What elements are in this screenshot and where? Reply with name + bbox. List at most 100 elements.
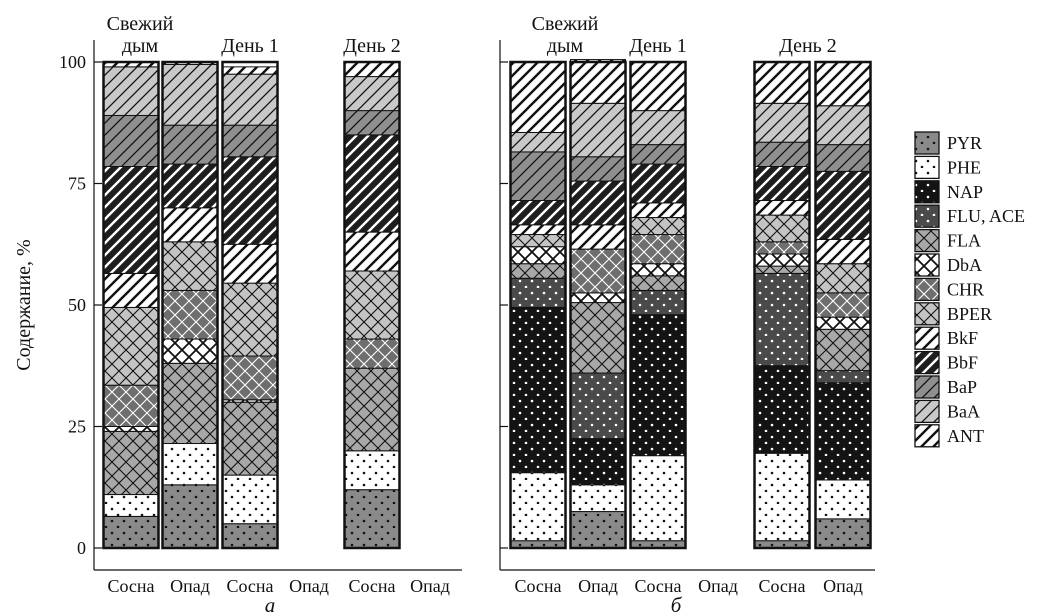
bar-segment-chr (815, 292, 871, 318)
legend-item-bper: BPER (914, 302, 992, 326)
bar-segment-baa (630, 110, 686, 146)
bar-segment-nap (754, 365, 810, 454)
bar-segment-baa (222, 73, 278, 126)
bar-segment-dba (162, 338, 218, 364)
bar-segment-bbf (222, 156, 278, 245)
bar-segment-chr (222, 355, 278, 401)
bar-segment-bbf (344, 134, 400, 233)
x-tick-label: Сосна (634, 576, 681, 596)
legend-label: PYR (947, 133, 982, 153)
legend-swatch (914, 399, 940, 424)
legend-swatch (914, 350, 940, 375)
bar-segment-bper (222, 282, 278, 357)
bar-segment-bper (815, 263, 871, 294)
legend-item-bap: BaP (914, 375, 977, 399)
bar-segment-bbf (103, 165, 159, 274)
bar-segment-bap (103, 114, 159, 167)
bar-segment-phe (630, 455, 686, 542)
bar-segment-ant (815, 61, 871, 107)
group-label: Свежий дым (532, 13, 599, 57)
bar-segment-ant (222, 66, 278, 75)
bar-segment-ant (510, 61, 566, 133)
legend-label: DbA (947, 255, 982, 275)
bar-segment-bper (510, 234, 566, 248)
bar-segment-bkf (815, 238, 871, 265)
group-label: День 2 (779, 35, 837, 57)
x-tick-label: Опад (410, 576, 450, 596)
bar-segment-nap (510, 306, 566, 474)
bar-segment-bkf (103, 272, 159, 308)
legend-swatch (914, 155, 940, 180)
panel-b: Сосна Опад Сосна Опад Сосна Опад Свежий дым День… (499, 13, 875, 616)
group-label: День 2 (343, 35, 401, 57)
bar-segment-dba (754, 253, 810, 267)
bar-segment-baa (510, 131, 566, 153)
bar-segment-pyr (344, 489, 400, 549)
bar-segment-bap (222, 124, 278, 158)
bar-segment-bbf (570, 180, 626, 226)
bar-segment-fla (510, 263, 566, 279)
x-tick-label: Сосна (758, 576, 805, 596)
bar-segment-baa (754, 102, 810, 143)
group-label: День 1 (629, 35, 687, 57)
legend-swatch (914, 228, 940, 253)
legend-item-bkf: BkF (914, 326, 978, 350)
x-tick-label: Сосна (107, 576, 154, 596)
legend-item-fla: FLA (914, 228, 981, 253)
bar-segment-pyr (222, 523, 278, 549)
bar-segment-flu-ace (510, 277, 566, 308)
bar-segment-chr (754, 241, 810, 255)
legend-item-chr: CHR (914, 277, 984, 302)
bar-outline (569, 60, 627, 550)
x-tick-label: Опад (823, 576, 863, 596)
bar-segment-bap (815, 144, 871, 172)
x-tick-label: Опад (170, 576, 210, 596)
legend-swatch (914, 204, 940, 228)
bar-segment-chr (630, 234, 686, 265)
group-label: Свежий дым (107, 13, 174, 57)
legend-swatch (914, 131, 940, 155)
bar-segment-bkf (570, 224, 626, 250)
bar-segment-ant (570, 59, 626, 104)
bar-segment-flu-ace (754, 272, 810, 367)
legend-label: NAP (947, 182, 983, 202)
x-tick-label: Опад (289, 576, 329, 596)
legend: PYR PHE NAP FLU, ACE FLA DbA CHR BPER BkF BbF BaP B… (914, 131, 1025, 448)
bar-segment-fla (815, 328, 871, 372)
bar-segment-fla (162, 362, 218, 445)
bar-segment-pyr (815, 518, 871, 549)
legend-swatch (914, 180, 940, 204)
bar-outline (343, 60, 401, 550)
legend-label: BPER (947, 304, 992, 324)
bar-segment-fla (754, 265, 810, 274)
bar-segment-phe (222, 474, 278, 525)
bar-segment-bbf (162, 163, 218, 209)
bar-segment-bper (754, 214, 810, 243)
y-tick-label: 50 (68, 295, 86, 315)
bar-segment-ant (344, 61, 400, 78)
bar-outline (102, 60, 160, 550)
bar-segment-pyr (570, 511, 626, 549)
bar-outline (221, 60, 279, 550)
bar-segment-fla (570, 302, 626, 374)
bar-segment-nap (815, 382, 871, 481)
bar-segment-bkf (222, 243, 278, 284)
bar-outline (814, 60, 872, 550)
legend-swatch (914, 253, 940, 277)
group-label: День 1 (221, 35, 279, 57)
bar-segment-baa (344, 76, 400, 112)
y-tick-label: 100 (59, 52, 86, 72)
bar-segment-pyr (103, 515, 159, 549)
x-tick-label: Опад (698, 576, 738, 596)
bar-segment-phe (103, 494, 159, 517)
bar-segment-ant (754, 61, 810, 104)
bar-segment-bap (630, 144, 686, 165)
bar-segment-bkf (344, 231, 400, 272)
y-tick-label: 25 (68, 417, 86, 437)
bar-outline (509, 60, 567, 550)
bar-segment-bper (630, 217, 686, 236)
bar-segment-chr (162, 289, 218, 340)
bar-segment-chr (103, 384, 159, 428)
